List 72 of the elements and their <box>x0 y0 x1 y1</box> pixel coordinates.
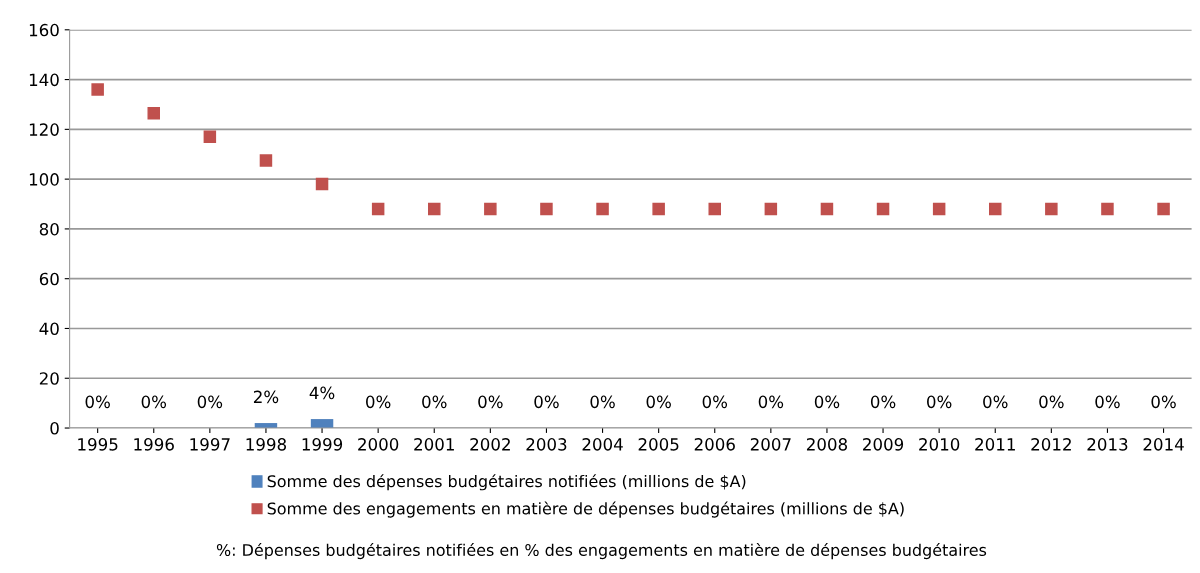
x-tick-label: 2005 <box>638 438 679 451</box>
y-tick-label: 120 <box>29 123 59 136</box>
point <box>259 154 273 167</box>
y-tick-label: 0 <box>50 421 59 435</box>
y-tick-label: 100 <box>29 173 59 186</box>
data-label: 0% <box>702 395 728 409</box>
y-tick-label: 160 <box>29 23 59 37</box>
x-tick-label: 2011 <box>975 438 1015 451</box>
legend-label: Somme des engagements en matière de dépenses budgétaires (millions de $A) <box>267 501 904 518</box>
data-label: 0% <box>478 395 503 409</box>
data-label: 0% <box>870 395 896 409</box>
point <box>427 202 441 216</box>
point <box>820 202 834 216</box>
point <box>147 106 161 120</box>
data-label: 4% <box>309 386 335 400</box>
data-label: 0% <box>927 395 952 409</box>
y-tick-label: 40 <box>39 322 59 336</box>
point <box>91 83 104 96</box>
point <box>540 202 553 216</box>
x-tick-label: 2004 <box>582 438 623 451</box>
point <box>1157 202 1170 216</box>
x-tick-label: 2010 <box>919 438 960 451</box>
point <box>876 202 890 216</box>
data-label: 0% <box>646 395 671 409</box>
x-tick-label: 2006 <box>694 438 735 451</box>
data-label: 0% <box>758 395 784 409</box>
data-label: 0% <box>1151 395 1176 409</box>
x-tick-label: 2000 <box>358 438 399 451</box>
point <box>764 202 778 216</box>
y-tick-label: 140 <box>29 73 59 87</box>
x-tick-label: 1999 <box>302 438 343 451</box>
data-label: 0% <box>422 395 447 409</box>
data-label: 0% <box>197 395 223 409</box>
point <box>203 130 217 144</box>
point <box>988 202 1002 216</box>
x-tick-label: 2007 <box>750 438 791 451</box>
point <box>652 202 665 216</box>
x-tick-label: 1998 <box>246 438 287 451</box>
x-tick-label: 1996 <box>134 438 174 451</box>
y-tick-label: 80 <box>39 222 59 236</box>
data-label: 0% <box>590 395 615 409</box>
data-label: 0% <box>141 395 167 409</box>
point <box>1045 202 1058 216</box>
data-label: 0% <box>1039 395 1064 409</box>
x-tick-label: 2002 <box>470 438 510 451</box>
x-tick-label: 2013 <box>1087 438 1128 451</box>
point <box>315 177 329 191</box>
x-tick-label: 2008 <box>806 438 848 451</box>
data-label: 0% <box>366 395 391 409</box>
point <box>1101 202 1114 216</box>
text: %: Dépenses budgétaires notifiées en % des engagements en matière de dépenses budgétaires <box>216 543 987 560</box>
x-tick-label: 1997 <box>190 438 230 451</box>
y-tick-label: 60 <box>39 272 59 286</box>
legend-label: Somme des dépenses budgétaires notifiées (millions de $A) <box>267 474 746 491</box>
x-tick-label: 1995 <box>78 438 118 451</box>
x-tick-label: 2014 <box>1143 438 1184 451</box>
point <box>932 202 946 216</box>
point <box>484 202 497 216</box>
point <box>708 202 722 216</box>
data-label: 0% <box>983 395 1008 409</box>
point <box>596 202 609 216</box>
data-label: 0% <box>814 395 840 409</box>
data-label: 0% <box>85 395 110 409</box>
y-tick-label: 20 <box>39 372 59 385</box>
x-tick-label: 2001 <box>414 438 454 451</box>
x-tick-label: 2009 <box>863 438 904 451</box>
data-label: 2% <box>253 390 279 404</box>
point <box>371 202 385 216</box>
x-tick-label: 2003 <box>526 438 567 451</box>
data-label: 0% <box>1095 395 1120 409</box>
x-tick-label: 2012 <box>1031 438 1071 451</box>
data-label: 0% <box>534 395 559 409</box>
